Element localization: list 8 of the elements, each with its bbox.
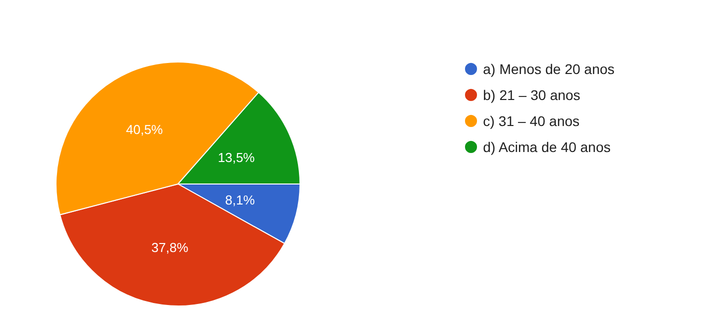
legend-label: d) Acima de 40 anos [483,139,611,155]
data-label: 13,5% [218,150,256,166]
legend-label: a) Menos de 20 anos [483,61,615,77]
data-label: 40,5% [126,122,164,137]
data-label: 8,1% [225,192,256,208]
data-label: 37,8% [151,240,189,255]
legend-label: c) 31 – 40 anos [483,113,580,129]
legend-label: b) 21 – 30 anos [483,87,580,103]
